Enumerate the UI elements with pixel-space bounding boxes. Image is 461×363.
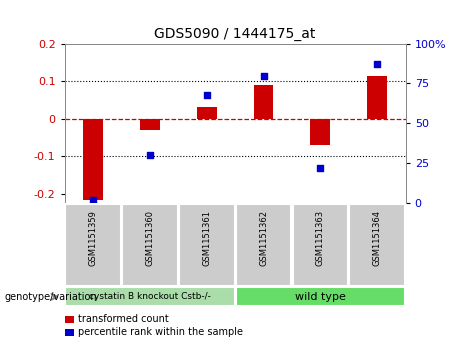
Text: genotype/variation: genotype/variation bbox=[5, 292, 97, 302]
FancyBboxPatch shape bbox=[65, 204, 121, 286]
Text: GSM1151363: GSM1151363 bbox=[316, 210, 325, 266]
Text: transformed count: transformed count bbox=[78, 314, 169, 325]
Bar bbox=[197, 107, 217, 119]
Text: GSM1151361: GSM1151361 bbox=[202, 210, 211, 266]
FancyBboxPatch shape bbox=[179, 204, 235, 286]
Bar bbox=[140, 119, 160, 130]
Point bbox=[317, 165, 324, 171]
Bar bbox=[83, 119, 103, 200]
Text: GSM1151360: GSM1151360 bbox=[145, 210, 154, 266]
FancyBboxPatch shape bbox=[122, 204, 177, 286]
Point bbox=[89, 197, 97, 203]
Title: GDS5090 / 1444175_at: GDS5090 / 1444175_at bbox=[154, 27, 316, 41]
Text: GSM1151362: GSM1151362 bbox=[259, 210, 268, 266]
Text: wild type: wild type bbox=[295, 292, 346, 302]
Text: percentile rank within the sample: percentile rank within the sample bbox=[78, 327, 243, 337]
Text: cystatin B knockout Cstb-/-: cystatin B knockout Cstb-/- bbox=[89, 292, 211, 301]
Point bbox=[260, 73, 267, 78]
Bar bbox=[367, 76, 387, 119]
Text: GSM1151364: GSM1151364 bbox=[373, 210, 382, 266]
FancyBboxPatch shape bbox=[65, 287, 235, 306]
Bar bbox=[254, 85, 273, 119]
FancyBboxPatch shape bbox=[293, 204, 348, 286]
FancyBboxPatch shape bbox=[236, 204, 291, 286]
Bar bbox=[310, 119, 331, 145]
Point bbox=[146, 152, 154, 158]
FancyBboxPatch shape bbox=[349, 204, 405, 286]
Point bbox=[203, 92, 210, 98]
Text: GSM1151359: GSM1151359 bbox=[89, 210, 97, 266]
Point bbox=[373, 61, 381, 67]
FancyBboxPatch shape bbox=[236, 287, 405, 306]
